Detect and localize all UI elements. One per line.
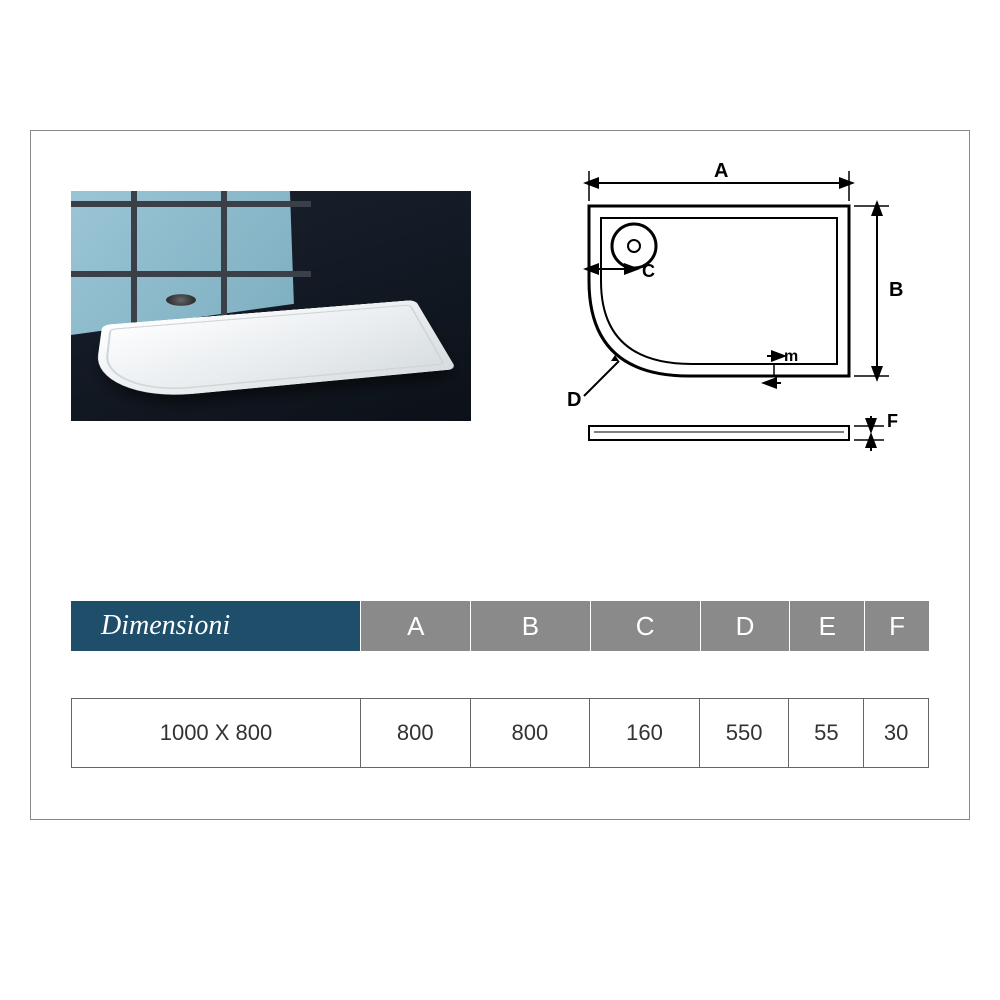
header-col-A: A [360,601,470,651]
label-m: m [784,348,798,365]
label-A: A [714,161,728,182]
label-B: B [889,279,903,301]
cell-F: 30 [864,699,928,767]
dimension-diagram: A B C m D [549,161,929,471]
header-col-B: B [470,601,590,651]
product-photo [71,191,471,421]
cell-B: 800 [471,699,591,767]
header-title: Dimensioni [71,601,360,651]
header-col-E: E [789,601,864,651]
header-col-C: C [590,601,700,651]
label-D: D [567,389,581,411]
label-C: C [642,261,655,281]
cell-A: 800 [361,699,471,767]
cell-C: 160 [590,699,700,767]
cell-E: 55 [789,699,864,767]
dimensions-row: 1000 X 800 800 800 160 550 55 30 [71,698,929,768]
label-F: F [887,411,898,431]
spec-sheet: A B C m D [30,130,970,820]
header-col-D: D [700,601,790,651]
cell-size: 1000 X 800 [72,699,361,767]
header-col-F: F [864,601,929,651]
cell-D: 550 [700,699,790,767]
dimensions-header: Dimensioni A B C D E F [71,601,929,651]
